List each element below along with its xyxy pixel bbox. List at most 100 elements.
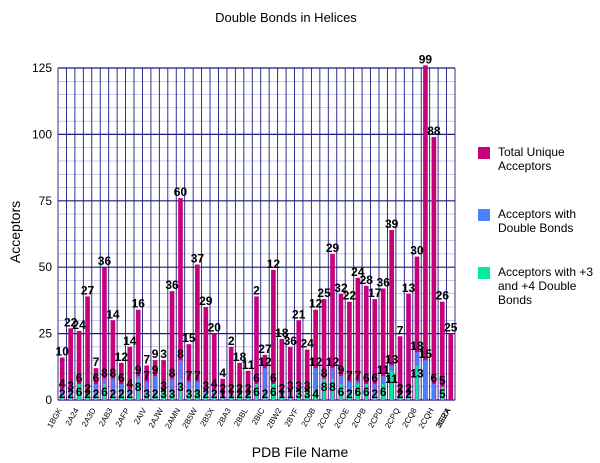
data-label: 2 <box>110 387 117 401</box>
x-tick-label: 3GRX <box>434 406 453 430</box>
y-tick-label: 50 <box>39 260 53 274</box>
data-label: 15 <box>182 331 196 345</box>
legend-swatch-plus34 <box>478 267 490 279</box>
data-label: 25 <box>317 286 331 300</box>
data-label: 36 <box>98 254 112 268</box>
data-label: 27 <box>258 342 272 356</box>
data-label: 3 <box>143 387 150 401</box>
bar-total <box>448 334 453 400</box>
data-label: 3 <box>194 387 201 401</box>
data-label: 2 <box>405 387 412 401</box>
x-axis: 1BGK 2A24 2A3D 2AB3 2AFP 2AIV2AJW2AMN2B5W 2B5X… <box>45 406 452 430</box>
data-label: 22 <box>343 289 357 303</box>
data-label: 12 <box>258 355 272 369</box>
data-label: 2 <box>211 387 218 401</box>
data-label: 37 <box>191 252 205 266</box>
data-label: 3 <box>177 380 184 394</box>
x-tick-label: 2A3D <box>80 406 98 428</box>
data-label: 8 <box>135 380 142 394</box>
data-label: 5 <box>439 374 446 388</box>
y-tick-label: 100 <box>32 127 52 141</box>
data-label: 5 <box>439 387 446 401</box>
x-tick-label: 2BW2 <box>265 406 284 430</box>
legend-swatch-total <box>478 147 490 159</box>
data-label: 4 <box>219 366 226 380</box>
data-label: 7 <box>93 355 100 369</box>
data-label: 2 <box>59 387 66 401</box>
data-label: 2 <box>202 387 209 401</box>
chart-title: Double Bonds in Helices <box>215 10 357 25</box>
y-tick-label: 25 <box>39 327 53 341</box>
data-label: 13 <box>410 366 424 380</box>
data-label: 36 <box>165 278 179 292</box>
data-label: 7 <box>186 368 193 382</box>
y-tick-label: 75 <box>39 194 53 208</box>
data-label: 6 <box>355 385 362 399</box>
data-label: 7 <box>143 368 150 382</box>
data-label: 3 <box>160 347 167 361</box>
x-tick-label: 1BGK <box>45 406 64 430</box>
data-label: 14 <box>123 334 137 348</box>
x-tick-label: 2COE <box>332 407 351 430</box>
data-label: 99 <box>419 52 433 66</box>
x-tick-label: 2AB3 <box>97 406 115 428</box>
data-label: 9 <box>338 363 345 377</box>
legend-swatch-double <box>478 209 490 221</box>
bar-double <box>432 384 436 400</box>
data-label: 6 <box>380 385 387 399</box>
data-label: 7 <box>397 323 404 337</box>
data-label: 6 <box>76 385 83 399</box>
data-label: 27 <box>81 283 95 297</box>
data-label: 30 <box>410 244 424 258</box>
x-tick-label: 2AFP <box>114 407 132 429</box>
data-label: 8 <box>101 366 108 380</box>
data-label: 6 <box>338 385 345 399</box>
data-label: 2 <box>93 387 100 401</box>
data-label: 4 <box>312 387 319 401</box>
x-tick-label: 2BIC <box>250 406 267 426</box>
data-label: 1 <box>287 387 294 401</box>
data-label: 6 <box>363 371 370 385</box>
data-label: 2 <box>253 283 260 297</box>
x-tick-label: 2CQH <box>417 406 436 430</box>
x-tick-label: 2CPQ <box>383 407 402 430</box>
x-tick-label: 2BA3 <box>215 406 233 428</box>
data-label: 6 <box>270 371 277 385</box>
data-label: 6 <box>93 371 100 385</box>
data-label: 3 <box>295 387 302 401</box>
data-label: 1 <box>228 387 235 401</box>
x-tick-label: 2BBL <box>232 406 250 428</box>
data-label: 2 <box>262 387 269 401</box>
data-label: 2 <box>245 387 252 401</box>
bar-double <box>424 360 428 400</box>
data-label: 8 <box>321 380 328 394</box>
data-label: 7 <box>143 352 150 366</box>
x-tick-label: 2COA <box>316 406 335 430</box>
data-label: 2 <box>126 387 133 401</box>
y-tick-label: 125 <box>32 61 52 75</box>
x-tick-label: 2B5X <box>198 406 216 428</box>
data-label: 2 <box>228 334 235 348</box>
data-label: 6 <box>431 371 438 385</box>
x-tick-label: 2B5W <box>180 406 199 430</box>
data-label: 3 <box>169 387 176 401</box>
x-tick-label: 2A24 <box>64 406 81 427</box>
bar-total <box>432 137 437 400</box>
data-label: 6 <box>101 385 108 399</box>
y-tick-label: 0 <box>45 393 52 407</box>
y-axis: 0 25 50 75 100 125 <box>32 61 52 407</box>
data-label: 3 <box>186 387 193 401</box>
data-label: 14 <box>106 307 120 321</box>
data-label: 29 <box>326 241 340 255</box>
x-tick-label: 2BYF <box>283 406 301 428</box>
data-label: 24 <box>301 337 315 351</box>
data-label: 3 <box>160 387 167 401</box>
data-label: 10 <box>56 345 70 359</box>
data-label: 2 <box>397 387 404 401</box>
data-label: 7 <box>194 368 201 382</box>
data-label: 12 <box>267 257 281 271</box>
data-label: 2 <box>346 387 353 401</box>
data-label: 2 <box>152 387 159 401</box>
x-axis-label: PDB File Name <box>252 444 349 460</box>
data-label: 13 <box>402 281 416 295</box>
